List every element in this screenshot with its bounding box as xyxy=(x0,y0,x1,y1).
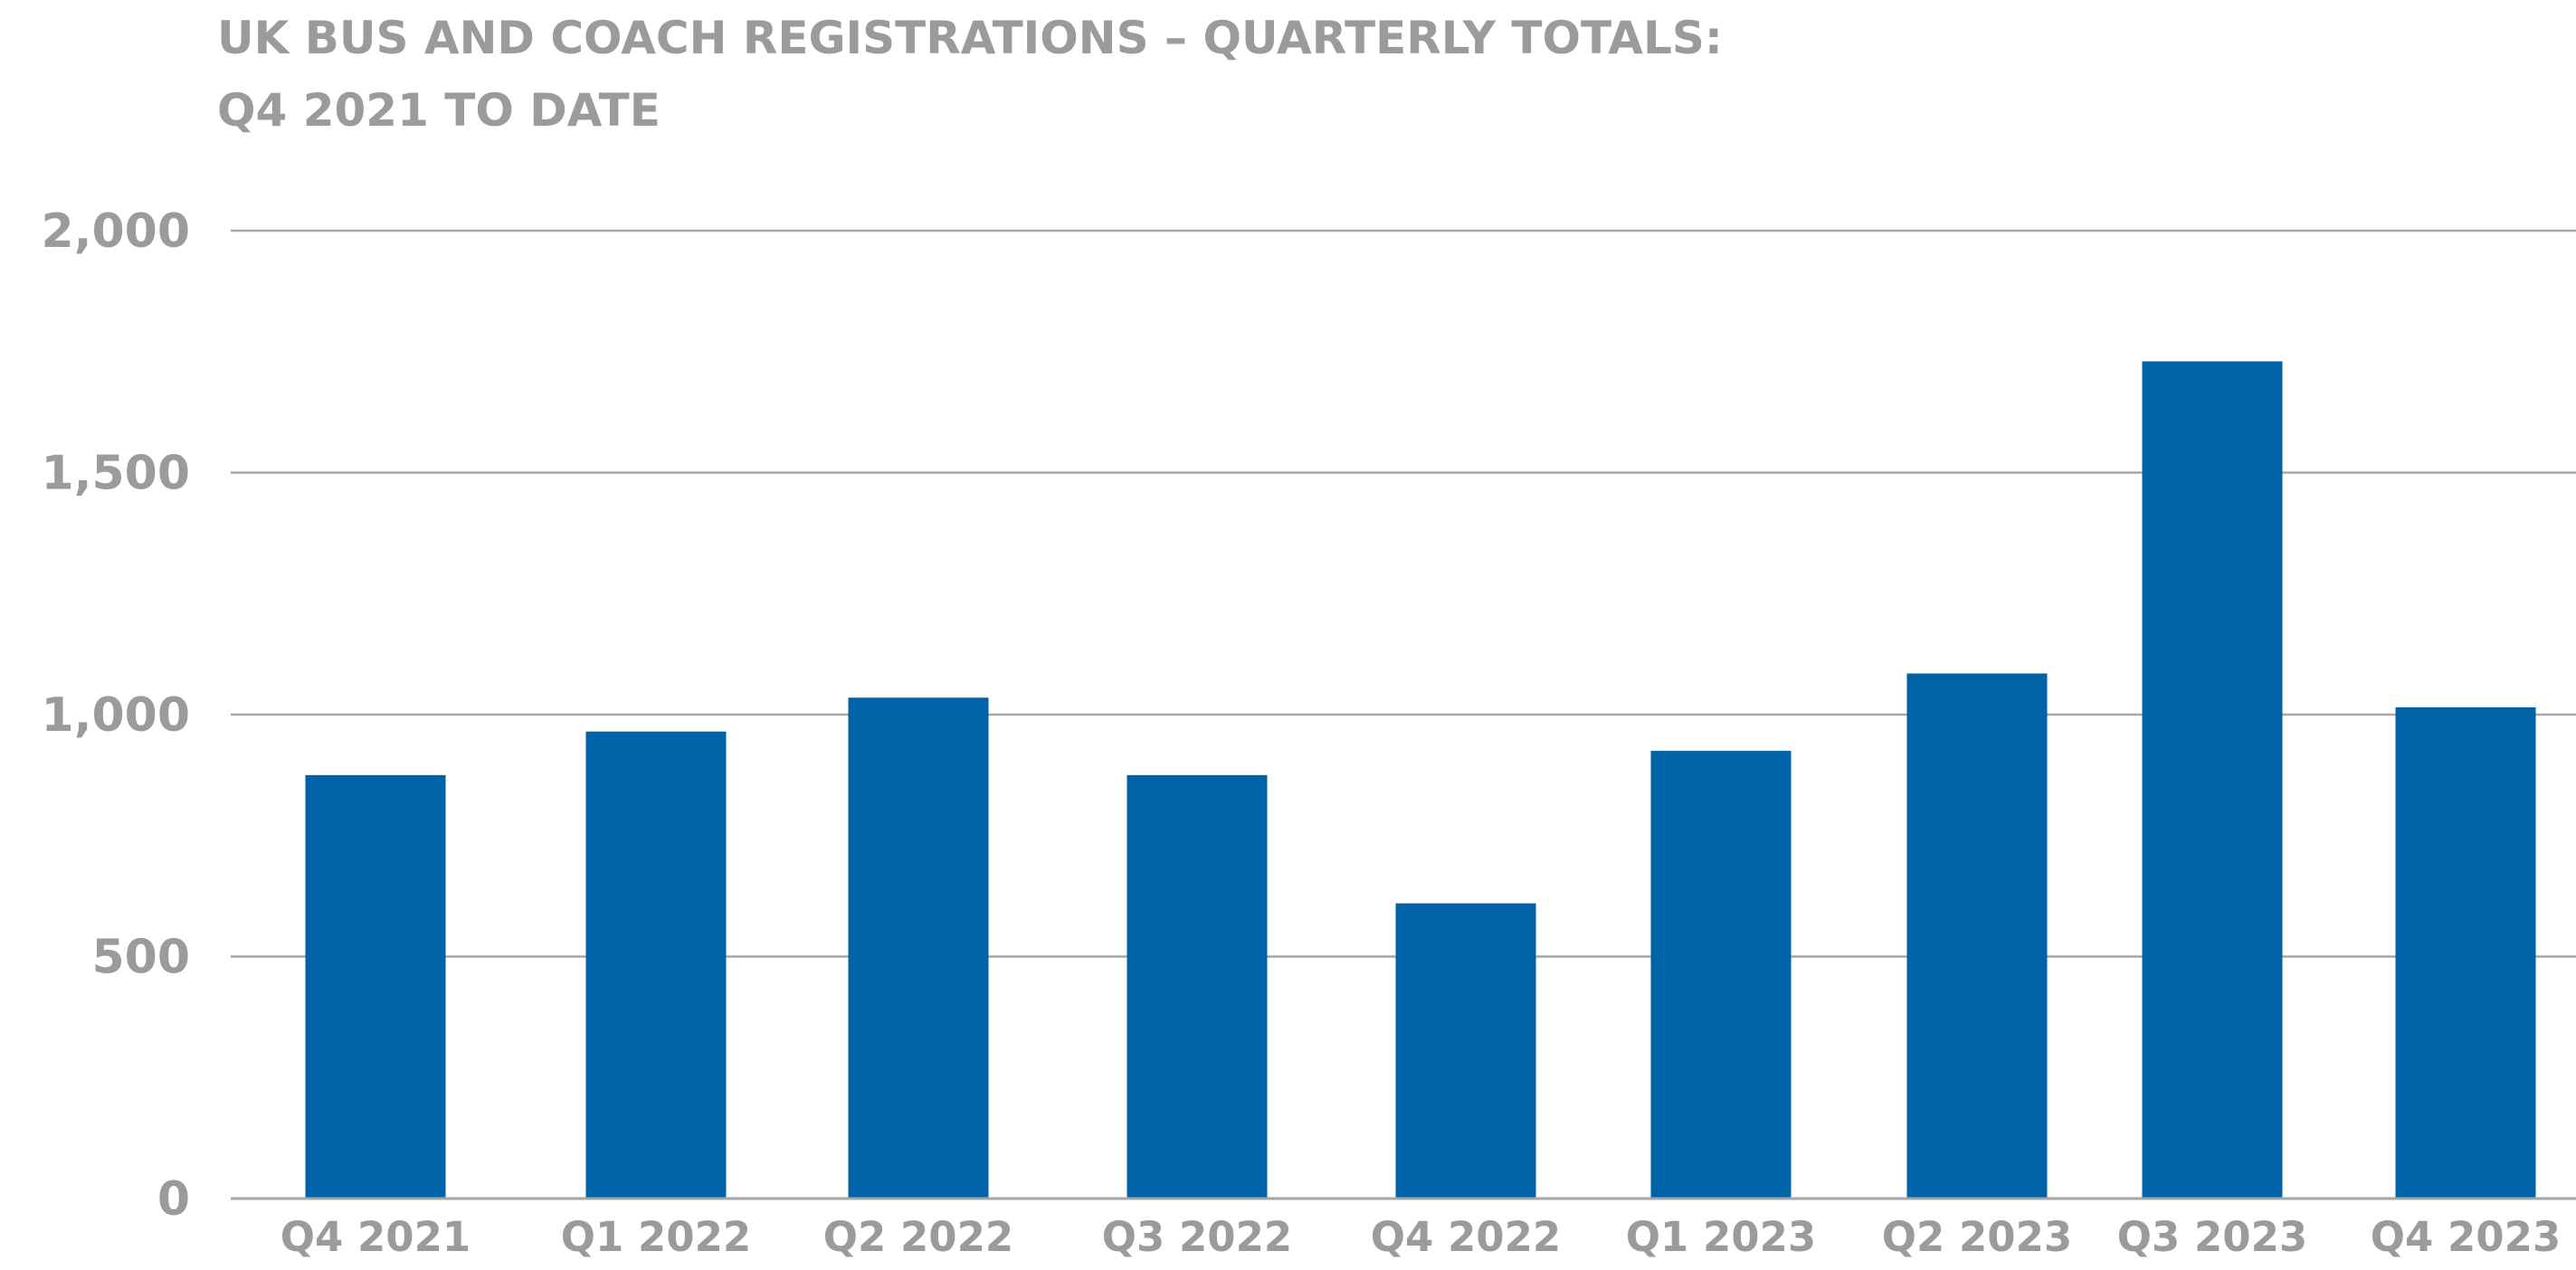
x-tick-label: Q4 2023 xyxy=(2371,1213,2561,1261)
y-tick-label: 2,000 xyxy=(42,204,190,259)
x-tick-label: Q3 2023 xyxy=(2117,1213,2307,1261)
bar xyxy=(1906,673,2048,1199)
x-tick-label: Q2 2022 xyxy=(823,1213,1013,1261)
bar xyxy=(1126,774,1268,1199)
bar xyxy=(1395,903,1536,1199)
y-tick-label: 1,000 xyxy=(42,688,190,743)
x-axis-tick-labels: Q4 2021 Q1 2022 Q2 2022 Q3 2022 Q4 2022 Q1 20… xyxy=(280,1213,2561,1261)
bar xyxy=(1650,751,1792,1199)
x-tick-label: Q1 2022 xyxy=(561,1213,751,1261)
y-tick-label: 0 xyxy=(157,1172,190,1227)
y-tick-label: 500 xyxy=(91,931,190,985)
y-axis-tick-labels: 0 500 1,000 1,500 2,000 xyxy=(42,204,190,1227)
x-tick-label: Q3 2022 xyxy=(1102,1213,1292,1261)
bar xyxy=(848,697,989,1199)
bar xyxy=(585,731,727,1199)
chart-subtitle: Q4 2021 TO DATE xyxy=(217,84,661,137)
chart-title: UK BUS AND COACH REGISTRATIONS – QUARTER… xyxy=(217,2,1723,147)
bar xyxy=(305,774,446,1199)
chart-title-line: UK BUS AND COACH REGISTRATIONS – QUARTER… xyxy=(217,12,1723,64)
bars xyxy=(305,361,2536,1199)
y-tick-label: 1,500 xyxy=(42,447,190,501)
x-tick-label: Q1 2023 xyxy=(1626,1213,1816,1261)
x-tick-label: Q4 2022 xyxy=(1371,1213,1561,1261)
x-tick-label: Q4 2021 xyxy=(280,1213,471,1261)
x-tick-label: Q2 2023 xyxy=(1882,1213,2072,1261)
bar xyxy=(2142,361,2283,1199)
bar xyxy=(2395,706,2536,1199)
